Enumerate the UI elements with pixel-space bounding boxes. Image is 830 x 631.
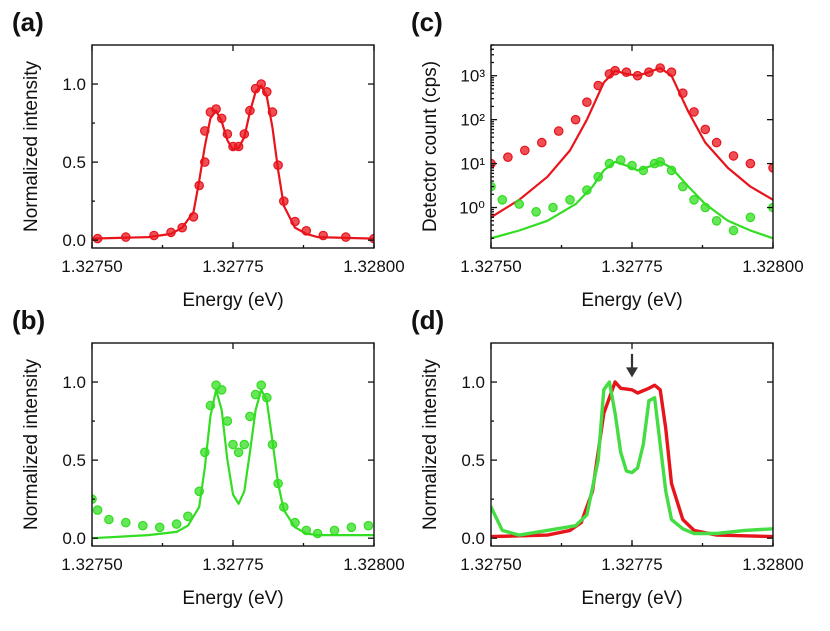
data-point-c-0 (503, 152, 513, 162)
arrow-head-d (626, 367, 638, 378)
y-tick-label-a: 0.5 (62, 153, 86, 172)
panel-label-a: (a) (12, 7, 44, 37)
x-axis-title-c: Energy (eV) (581, 290, 682, 311)
y-tick-label-d: 1.0 (461, 373, 485, 392)
x-tick-label-c: 1.32750 (460, 257, 521, 276)
y-tick-label-c: 10³ (460, 67, 485, 86)
data-point-c-2 (666, 165, 677, 176)
plot-area-b (92, 380, 374, 540)
data-point-b-0 (363, 520, 374, 531)
plot-area-d (491, 380, 773, 539)
y-axis-title-a: Normalized intensity (21, 60, 42, 232)
data-point-c-2 (548, 202, 558, 213)
x-axis-title-b: Energy (eV) (182, 588, 283, 609)
data-point-a-0 (211, 104, 221, 114)
panel-b: 1.32750 1.32775 1.32800 0.0 0.5 1.0 Energy (eV… (12, 305, 405, 609)
x-tick-label-b: 1.32750 (61, 555, 122, 574)
data-point-b-0 (92, 505, 103, 515)
data-point-c-2 (689, 195, 699, 205)
data-point-b-0 (216, 384, 227, 395)
panel-label-c: (c) (411, 7, 443, 37)
panel-label-b: (b) (12, 305, 45, 335)
data-point-c-0 (745, 158, 756, 169)
y-tick-label-d: 0.0 (461, 529, 485, 548)
y-tick-label-a: 0.0 (62, 231, 86, 250)
series-line-b-1 (92, 388, 374, 540)
data-point-c-0 (570, 114, 581, 125)
data-point-c-0 (728, 151, 739, 161)
y-tick-label-c: 10² (460, 111, 485, 130)
data-point-b-0 (154, 522, 165, 533)
data-point-c-0 (553, 126, 564, 136)
plot-area-a (92, 79, 374, 244)
y-axis-title-d: Normalized intensity (420, 358, 441, 530)
data-point-c-2 (565, 195, 575, 205)
data-point-c-0 (519, 145, 530, 156)
series-line-c-1 (491, 66, 773, 219)
x-tick-label-a: 1.32800 (343, 257, 404, 276)
x-tick-label-b: 1.32775 (202, 555, 263, 574)
x-axis-title-a: Energy (eV) (182, 290, 283, 311)
y-tick-label-b: 1.0 (62, 373, 86, 392)
data-point-c-0 (536, 137, 547, 148)
y-tick-label-b: 0.5 (62, 451, 86, 470)
data-point-b-0 (183, 511, 193, 522)
x-axis-title-d: Energy (eV) (581, 588, 682, 609)
y-tick-label-d: 0.5 (461, 451, 485, 470)
series-line-c-3 (491, 160, 773, 240)
plot-area-c (491, 63, 773, 240)
y-tick-label-a: 1.0 (62, 75, 86, 94)
data-point-b-0 (346, 522, 357, 533)
data-point-b-0 (104, 514, 114, 525)
x-tick-label-a: 1.32775 (202, 257, 263, 276)
data-point-a-0 (256, 79, 266, 89)
data-point-b-0 (138, 520, 148, 531)
series-line-d-0 (491, 380, 773, 539)
data-point-c-0 (700, 124, 711, 135)
data-point-b-0 (245, 411, 255, 422)
panel-c: 1.32750 1.32775 1.32800 10⁰ 10¹ 10² 10³ Energy … (411, 7, 804, 311)
data-point-b-0 (121, 517, 131, 528)
panel-a: 1.32750 1.32775 1.32800 0.0 0.5 1.0 Energy (eV… (12, 7, 405, 311)
data-point-b-0 (329, 525, 340, 536)
y-axis-title-b: Normalized intensity (21, 358, 42, 530)
x-tick-label-d: 1.32750 (460, 555, 521, 574)
series-line-d-1 (491, 380, 773, 537)
data-point-b-0 (233, 447, 244, 458)
data-point-b-0 (228, 439, 238, 450)
data-point-c-2 (711, 216, 722, 226)
x-tick-label-c: 1.32800 (742, 257, 803, 276)
data-point-a-0 (318, 230, 328, 241)
data-point-b-0 (256, 380, 266, 390)
data-point-c-0 (711, 137, 722, 148)
data-point-c-2 (531, 207, 541, 217)
data-point-b-0 (239, 439, 250, 450)
series-line-a-1 (92, 84, 374, 240)
data-point-c-0 (582, 97, 592, 107)
data-point-c-2 (745, 212, 756, 223)
x-tick-label-d: 1.32800 (742, 555, 803, 574)
data-point-b-0 (222, 416, 233, 426)
data-point-c-2 (728, 225, 739, 236)
y-tick-label-c: 10⁰ (459, 199, 485, 218)
data-point-c-2 (497, 195, 508, 205)
data-point-c-2 (582, 185, 592, 195)
x-tick-label-b: 1.32800 (343, 555, 404, 574)
data-point-b-0 (312, 528, 323, 539)
y-axis-title-c: Detector count (cps) (420, 61, 441, 232)
data-point-c-2 (514, 199, 524, 209)
y-tick-label-c: 10¹ (460, 155, 485, 174)
x-tick-label-d: 1.32775 (601, 555, 662, 574)
data-point-c-0 (689, 107, 699, 117)
x-tick-label-c: 1.32775 (601, 257, 662, 276)
panel-d: 1.32750 1.32775 1.32800 0.0 0.5 1.0 Energy (eV… (411, 305, 804, 609)
x-tick-label-a: 1.32750 (61, 257, 122, 276)
y-tick-label-b: 0.0 (62, 529, 86, 548)
data-point-b-0 (171, 519, 182, 529)
panel-label-d: (d) (411, 305, 444, 335)
